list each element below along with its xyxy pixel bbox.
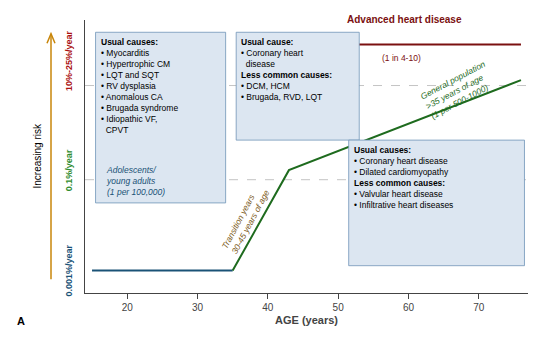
- svg-text:0.1%/year: 0.1%/year: [64, 149, 74, 191]
- svg-text:20: 20: [122, 302, 134, 313]
- svg-text:Adolescents/young adults(1 per: Adolescents/young adults(1 per 100,000): [106, 165, 165, 197]
- svg-text:Increasing risk: Increasing risk: [32, 123, 43, 188]
- svg-text:A: A: [17, 315, 25, 327]
- svg-text:70: 70: [473, 302, 485, 313]
- svg-text:Transition years30-45 years of: Transition years30-45 years of age: [220, 183, 272, 256]
- svg-text:Advanced heart disease: Advanced heart disease: [347, 14, 462, 25]
- svg-text:50: 50: [333, 302, 345, 313]
- svg-text:40: 40: [262, 302, 274, 313]
- svg-text:Usual causes:• Coronary heart: Usual causes:• Coronary heart disease• D…: [354, 145, 453, 210]
- svg-text:Usual causes:• Myocarditis• Hy: Usual causes:• Myocarditis• Hypertrophic…: [101, 37, 178, 135]
- svg-text:60: 60: [403, 302, 415, 313]
- svg-text:Usual cause:• Coronary heart: Usual cause:• Coronary heart diseaseLess…: [241, 37, 332, 102]
- svg-text:General population>35 years of: General population>35 years of age(1 per…: [419, 59, 498, 121]
- svg-text:10%-25%/year: 10%-25%/year: [64, 30, 74, 91]
- svg-text:(1 in 4-10): (1 in 4-10): [382, 53, 421, 63]
- svg-text:0.001%/year: 0.001%/year: [64, 245, 74, 297]
- svg-text:AGE (years): AGE (years): [275, 314, 338, 326]
- svg-text:30: 30: [192, 302, 204, 313]
